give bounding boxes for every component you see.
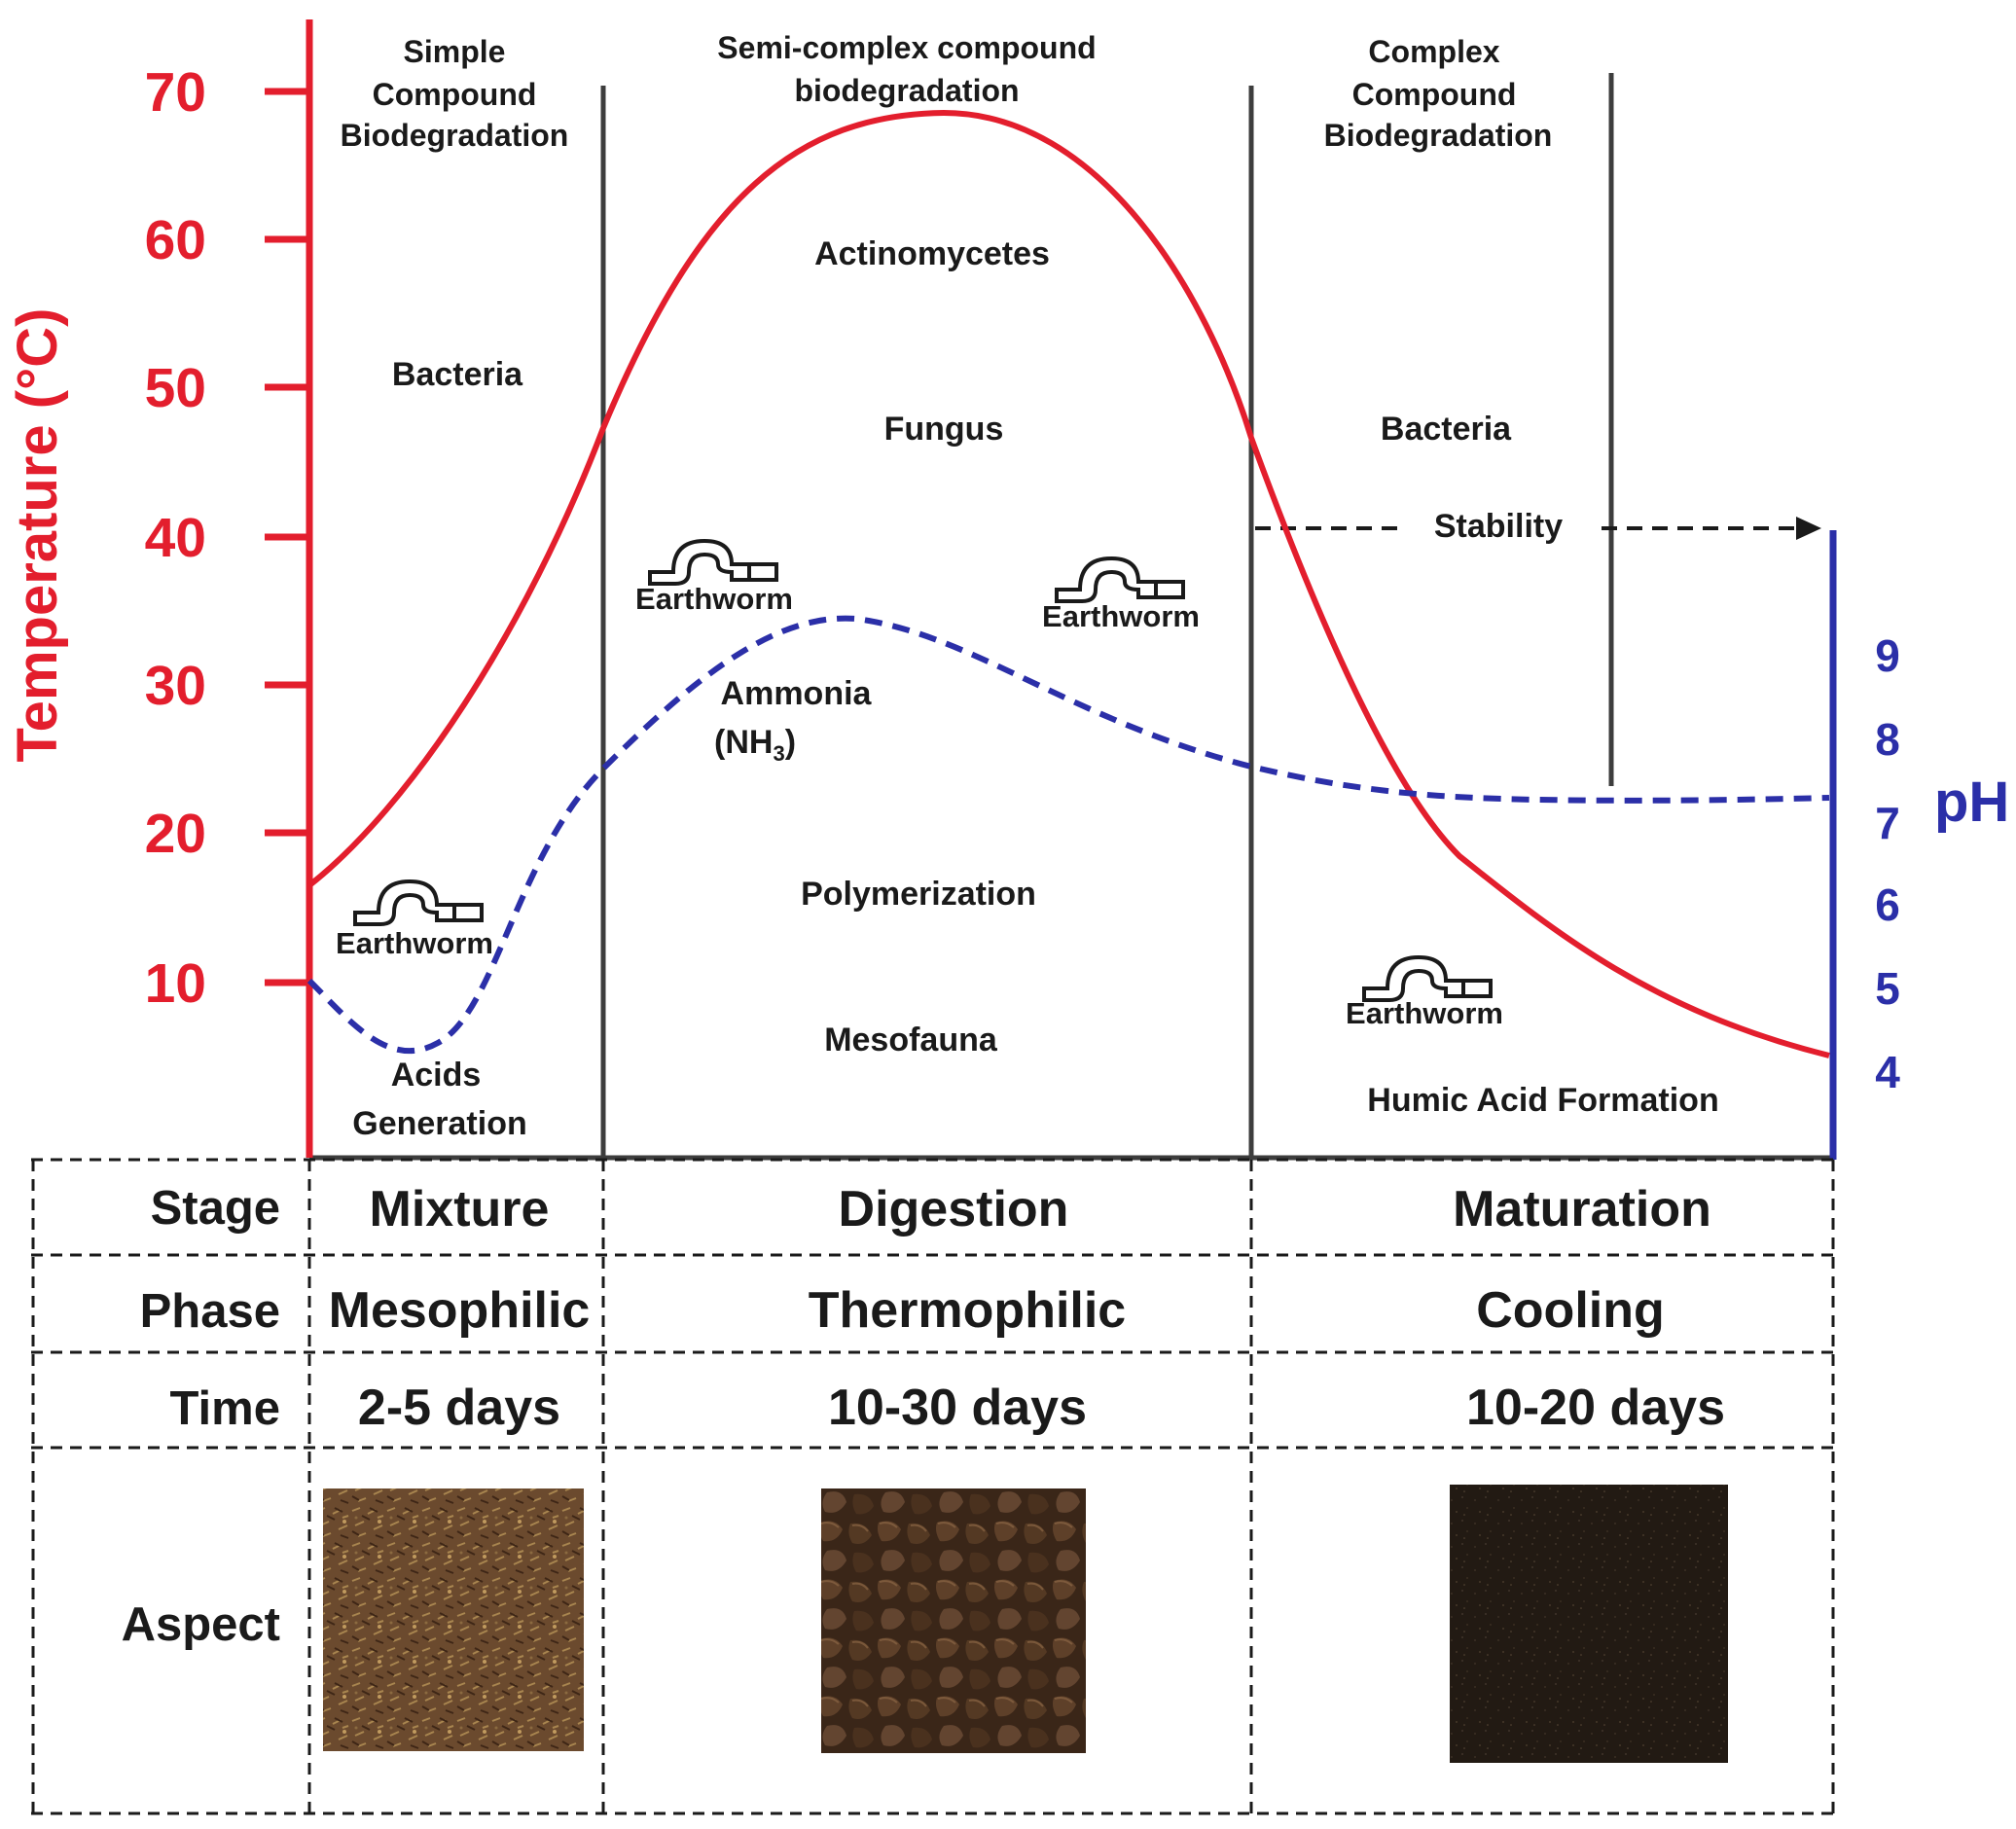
ph-tick-label-7: 7 — [1875, 798, 1900, 848]
earthworm-label-4: Earthworm — [1346, 996, 1503, 1030]
earthworm-label-1: Earthworm — [336, 926, 493, 960]
label-ammonia: Ammonia — [721, 675, 873, 712]
ph-curve — [306, 615, 1830, 1055]
stage-digestion: Digestion — [839, 1181, 1069, 1237]
label-mesofauna: Mesofauna — [824, 1022, 998, 1058]
stability-arrowhead — [1796, 517, 1821, 540]
row-label-time: Time — [170, 1382, 280, 1435]
ammonia-formula-close: ) — [785, 724, 796, 761]
header-simple-line1: Simple — [404, 34, 506, 69]
temp-tick-label-20: 20 — [145, 803, 206, 865]
row-label-aspect: Aspect — [122, 1598, 280, 1651]
earthworm-label-2: Earthworm — [635, 582, 793, 616]
ammonia-formula-subscript: 3 — [773, 741, 784, 766]
ph-tick-label-8: 8 — [1875, 714, 1900, 765]
label-bacteria-right: Bacteria — [1381, 411, 1512, 448]
earthworm-2 — [648, 538, 778, 586]
temp-tick-label-60: 60 — [145, 209, 206, 271]
label-fungus: Fungus — [884, 411, 1004, 448]
label-actinomycetes: Actinomycetes — [814, 235, 1050, 272]
label-bacteria-left: Bacteria — [392, 356, 523, 393]
earthworm-icon — [1362, 954, 1493, 1002]
label-polymerization: Polymerization — [801, 876, 1036, 913]
label-acids-line2: Generation — [352, 1105, 526, 1142]
label-stability: Stability — [1434, 508, 1563, 545]
temperature-ticks — [265, 88, 309, 986]
earthworm-3 — [1055, 556, 1185, 603]
aspect-image-mixture — [323, 1488, 584, 1751]
temp-tick-label-50: 50 — [145, 357, 206, 419]
ph-axis-label: pH — [1934, 771, 2009, 834]
label-humic: Humic Acid Formation — [1367, 1082, 1718, 1119]
temp-tick-label-40: 40 — [145, 507, 206, 569]
header-complex-line1: Complex — [1368, 34, 1499, 69]
phase-cooling: Cooling — [1476, 1282, 1665, 1339]
header-semi-line1: Semi-complex compound — [717, 30, 1096, 65]
ph-tick-label-9: 9 — [1875, 630, 1900, 681]
ph-tick-label-6: 6 — [1875, 879, 1900, 930]
temp-tick-label-10: 10 — [145, 952, 206, 1015]
stage-mixture: Mixture — [370, 1181, 550, 1237]
temperature-axis-label: Temperature (°C) — [6, 308, 69, 763]
time-digestion: 10-30 days — [828, 1380, 1087, 1436]
aspect-image-digestion — [821, 1488, 1086, 1753]
earthworm-icon — [648, 538, 778, 586]
earthworm-4 — [1362, 954, 1493, 1002]
time-maturation: 10-20 days — [1466, 1380, 1725, 1436]
aspect-image-maturation — [1450, 1485, 1728, 1763]
label-ammonia-formula: (NH3) — [714, 724, 796, 766]
row-label-phase: Phase — [140, 1285, 280, 1338]
time-mixture: 2-5 days — [358, 1380, 560, 1436]
earthworm-icon — [353, 879, 484, 926]
stage-table-grid — [31, 1158, 1835, 1815]
header-semi-line2: biodegradation — [794, 73, 1019, 108]
temp-tick-label-70: 70 — [145, 61, 206, 124]
earthworm-label-3: Earthworm — [1042, 599, 1200, 633]
earthworm-icon — [1055, 556, 1185, 603]
row-label-stage: Stage — [151, 1182, 280, 1235]
header-complex-line3: Biodegradation — [1324, 118, 1553, 153]
phase-mesophilic: Mesophilic — [329, 1282, 591, 1339]
label-acids-line1: Acids — [391, 1057, 482, 1094]
ph-tick-label-5: 5 — [1875, 963, 1900, 1014]
earthworm-1 — [353, 879, 484, 926]
header-simple-line2: Compound — [373, 77, 537, 112]
ph-tick-label-4: 4 — [1875, 1047, 1900, 1097]
stage-maturation: Maturation — [1453, 1181, 1711, 1237]
phase-thermophilic: Thermophilic — [809, 1282, 1126, 1339]
header-simple-line3: Biodegradation — [341, 118, 569, 153]
ammonia-formula-nh: (NH — [714, 724, 773, 761]
temperature-curve — [307, 109, 1830, 1058]
temp-tick-label-30: 30 — [145, 655, 206, 717]
header-complex-line2: Compound — [1352, 77, 1517, 112]
